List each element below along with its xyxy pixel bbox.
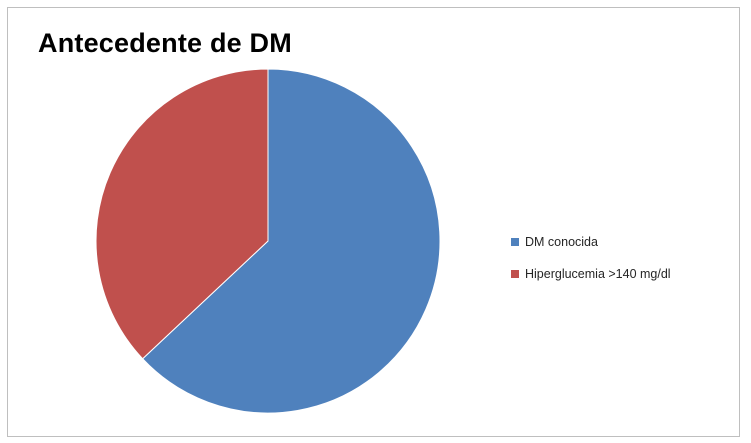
legend-swatch-hiperglucemia xyxy=(511,270,519,278)
pie-slice-dm-conocida xyxy=(141,68,441,414)
chart-title: Antecedente de DM xyxy=(38,28,292,58)
pie-slice-hiperglucemia xyxy=(95,68,269,360)
chart-legend: DM conocida Hiperglucemia >140 mg/dl xyxy=(511,233,671,297)
legend-item-dm-conocida: DM conocida xyxy=(511,233,671,251)
legend-item-hiperglucemia: Hiperglucemia >140 mg/dl xyxy=(511,265,671,283)
legend-label-dm-conocida: DM conocida xyxy=(525,235,598,249)
legend-label-hiperglucemia: Hiperglucemia >140 mg/dl xyxy=(525,267,671,281)
legend-swatch-dm-conocida xyxy=(511,238,519,246)
chart-frame: Antecedente de DM DM conocida Hipergluce… xyxy=(7,7,740,437)
pie-chart xyxy=(95,68,441,414)
